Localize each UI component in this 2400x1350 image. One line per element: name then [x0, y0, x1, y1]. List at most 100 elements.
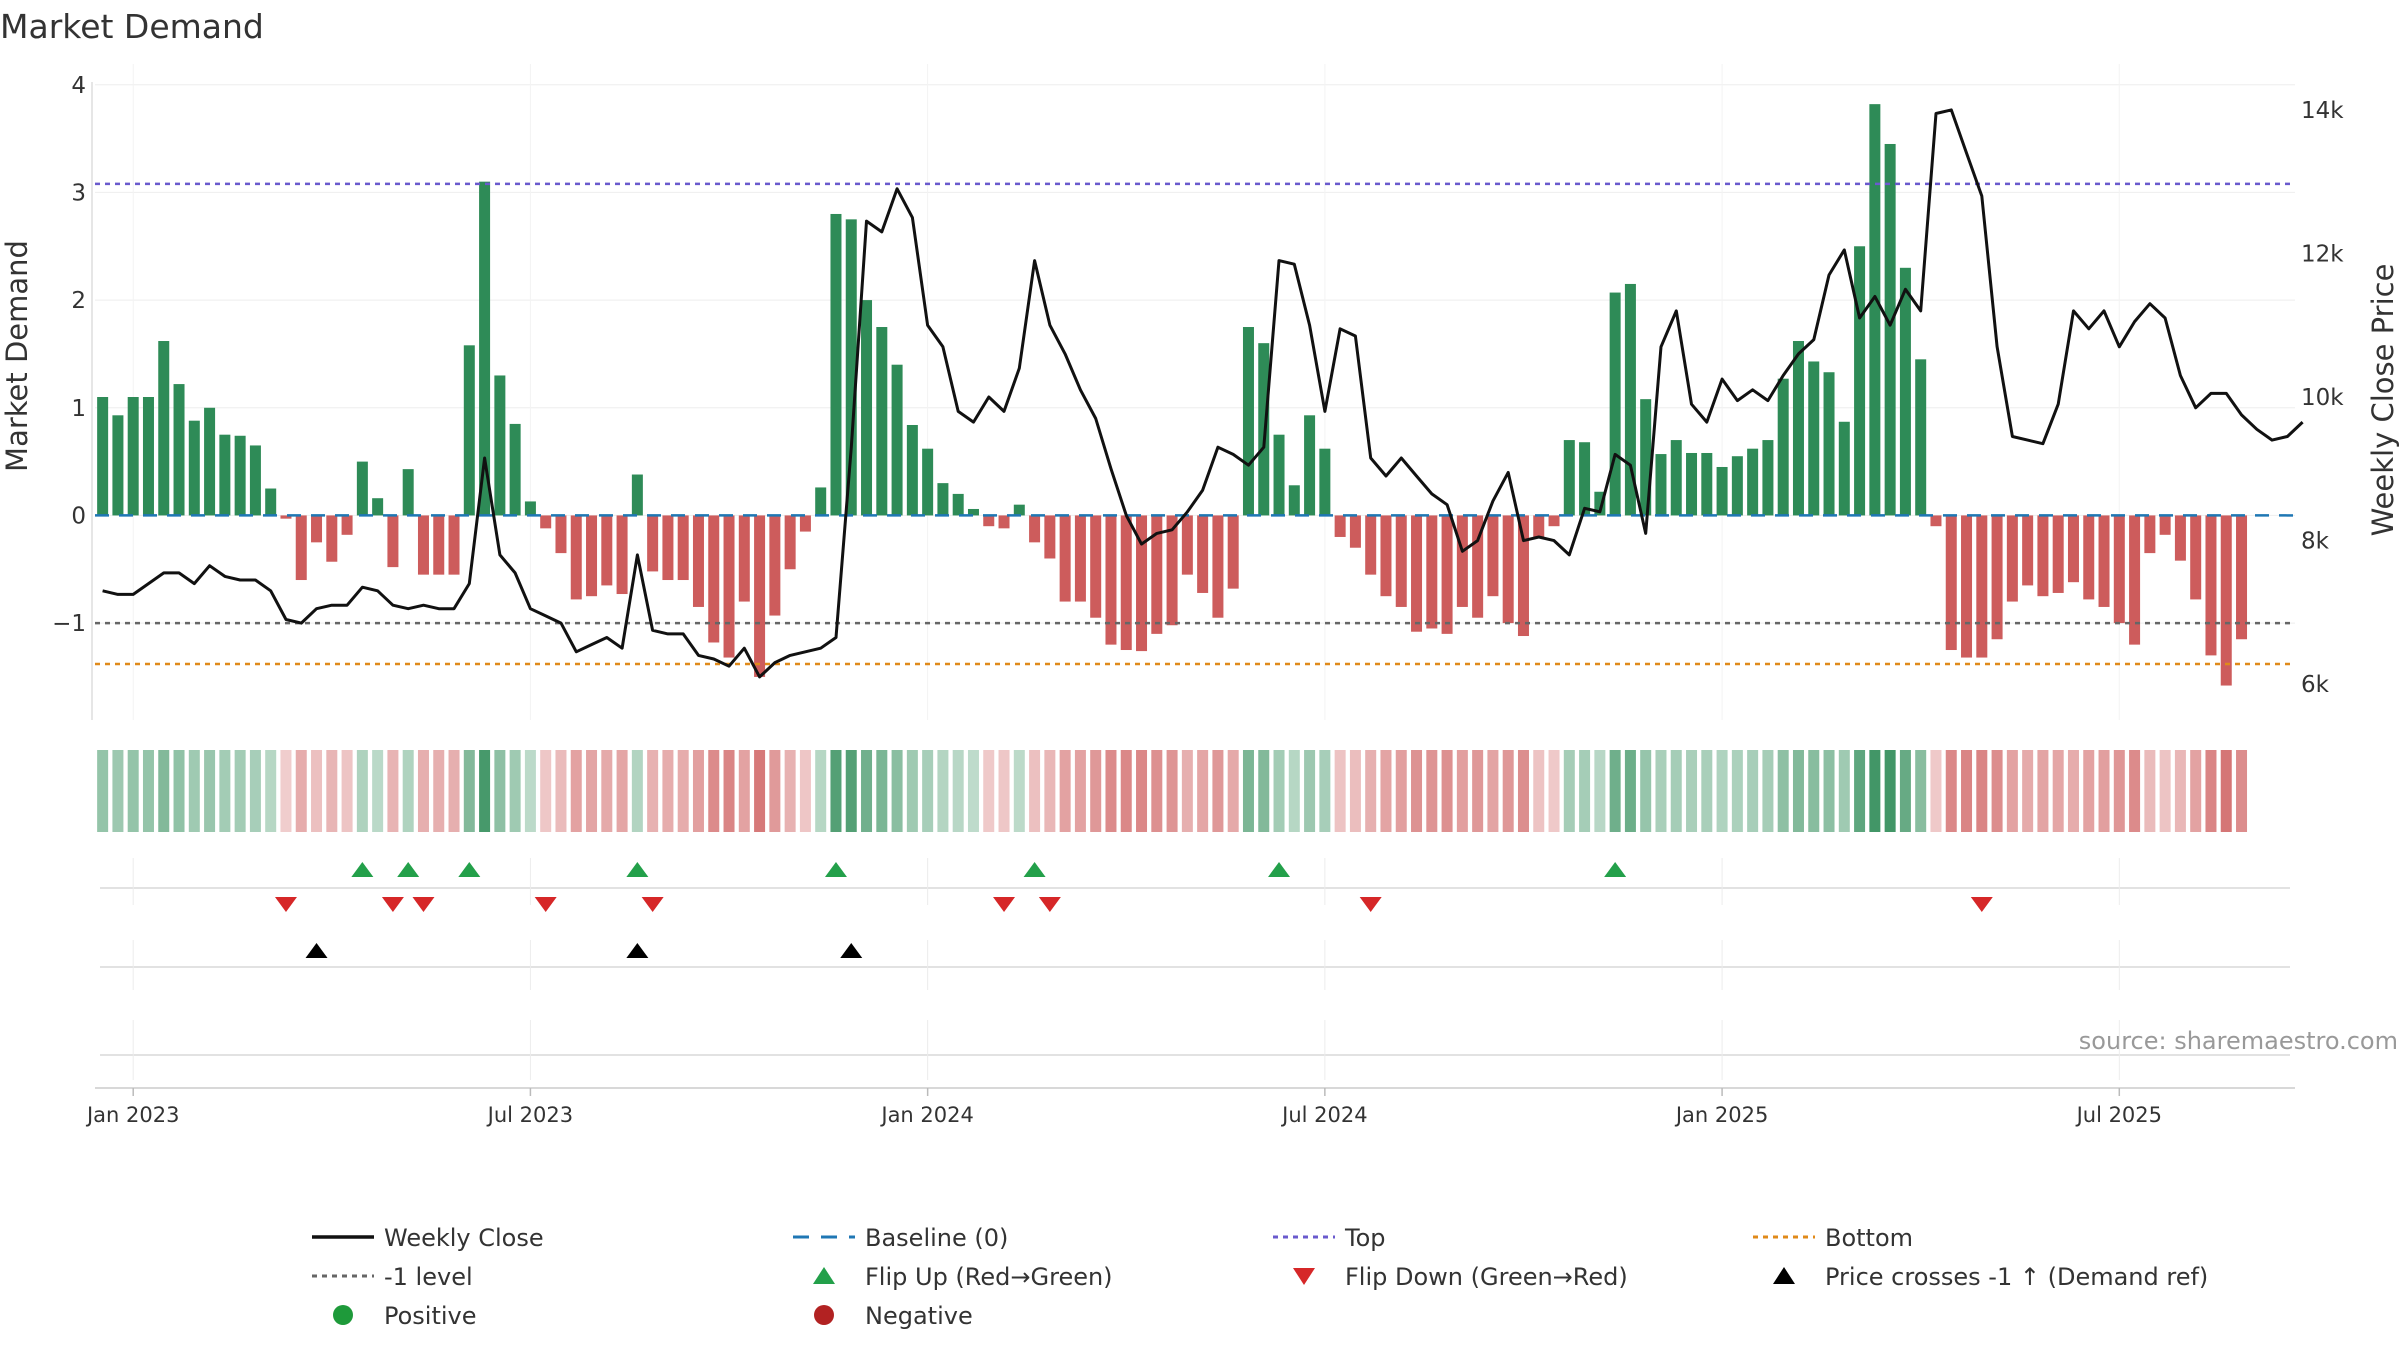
heat-cell — [402, 750, 414, 832]
heat-cell — [692, 750, 704, 832]
demand-bar — [1915, 359, 1927, 516]
demand-bar — [1273, 434, 1285, 516]
demand-bar — [2083, 515, 2095, 600]
legend-label: -1 level — [384, 1263, 473, 1291]
demand-bar — [1013, 504, 1025, 516]
demand-bar — [2006, 515, 2018, 602]
demand-bar — [2067, 515, 2079, 583]
right-axis-label: Weekly Close Price — [2366, 264, 2400, 537]
heat-cell — [937, 750, 949, 832]
demand-bar — [967, 508, 979, 516]
heat-cell — [1181, 750, 1193, 832]
demand-bar — [1136, 515, 1148, 652]
demand-bar — [2190, 515, 2202, 600]
heat-cell — [2205, 750, 2217, 832]
x-tick-label: Jan 2024 — [879, 1103, 974, 1127]
demand-bar — [799, 515, 811, 532]
demand-bar — [479, 181, 491, 516]
heat-cell — [677, 750, 689, 832]
demand-bar — [570, 515, 582, 600]
demand-bar — [219, 434, 231, 516]
flip-down-marker — [1970, 897, 1993, 912]
demand-bar — [1808, 361, 1820, 516]
flip-down-marker — [641, 897, 664, 912]
x-axis-ticks: Jan 2023 Jul 2023 Jan 2024 Jul 2024 Jan 2025… — [85, 858, 2162, 1127]
heat-cell — [1380, 750, 1392, 832]
heat-cell — [1792, 750, 1804, 832]
demand-bar — [188, 420, 200, 516]
heat-cell — [906, 750, 918, 832]
demand-bar — [112, 415, 124, 516]
flip-down-marker — [274, 897, 297, 912]
heat-cell — [494, 750, 506, 832]
heat-cell — [769, 750, 781, 832]
heat-cell — [448, 750, 460, 832]
demand-bar — [1365, 515, 1377, 575]
demand-bar — [1456, 515, 1468, 607]
demand-bar — [631, 474, 643, 516]
right-tick-label: 6k — [2301, 672, 2330, 698]
heat-cell — [586, 750, 598, 832]
demand-bar — [1655, 454, 1667, 516]
heat-cell — [754, 750, 766, 832]
heat-cell — [1579, 750, 1591, 832]
demand-bar — [1640, 399, 1652, 516]
heat-cell — [876, 750, 888, 832]
demand-bar — [1747, 448, 1759, 516]
left-tick-label: 3 — [71, 180, 86, 206]
heat-cell — [1884, 750, 1896, 832]
flip-up-marker — [397, 862, 420, 877]
demand-bar — [937, 483, 949, 516]
demand-bar — [647, 515, 659, 572]
demand-bar — [204, 407, 216, 516]
heat-cell — [1594, 750, 1606, 832]
demand-bar — [1502, 515, 1514, 624]
heat-cell — [1655, 750, 1667, 832]
heat-cell — [417, 750, 429, 832]
heat-cell — [647, 750, 659, 832]
demand-bar — [723, 515, 735, 658]
demand-bar — [2205, 515, 2217, 656]
flip-up-marker — [458, 862, 481, 877]
demand-bar — [2037, 515, 2049, 597]
demand-bar — [142, 397, 154, 516]
heat-cell — [387, 750, 399, 832]
flip-down-marker — [993, 897, 1016, 912]
flip-down-marker — [381, 897, 404, 912]
demand-bar — [738, 515, 750, 602]
demand-bar — [1151, 515, 1163, 634]
heat-cell — [2236, 750, 2248, 832]
demand-bar — [1716, 466, 1728, 516]
heat-cell — [1762, 750, 1774, 832]
heat-cell — [1533, 750, 1545, 832]
heat-cell — [2190, 750, 2202, 832]
heat-cell — [97, 750, 109, 832]
demand-bar — [1609, 292, 1621, 516]
heat-cell — [1731, 750, 1743, 832]
heat-cell — [142, 750, 154, 832]
legend-dot-icon — [814, 1305, 834, 1325]
left-tick-label: 1 — [71, 396, 86, 422]
demand-bar — [1349, 515, 1361, 548]
demand-bar — [540, 515, 552, 529]
heat-cell — [1548, 750, 1560, 832]
demand-bar — [234, 435, 246, 516]
chart-title: Market Demand — [0, 7, 264, 46]
demand-bar — [2098, 515, 2110, 607]
demand-bar — [1579, 442, 1591, 516]
legend-label: Price crosses -1 ↑ (Demand ref) — [1825, 1263, 2208, 1291]
right-axis-ticks: 14k 12k 10k 8k 6k — [2301, 98, 2344, 698]
heat-cell — [570, 750, 582, 832]
heat-cell — [1319, 750, 1331, 832]
legend: Weekly Close Baseline (0) Top Bottom -1 leve… — [312, 1224, 2208, 1330]
demand-bar — [1670, 440, 1682, 516]
right-tick-label: 8k — [2301, 529, 2330, 555]
heat-cell — [1334, 750, 1346, 832]
demand-bar — [1792, 341, 1804, 516]
heat-cell — [173, 750, 185, 832]
x-tick-label: Jan 2025 — [1674, 1103, 1769, 1127]
heat-cell — [2144, 750, 2156, 832]
cross-markers-panel — [100, 943, 2290, 968]
demand-bar — [769, 515, 781, 616]
demand-bar — [372, 498, 384, 516]
